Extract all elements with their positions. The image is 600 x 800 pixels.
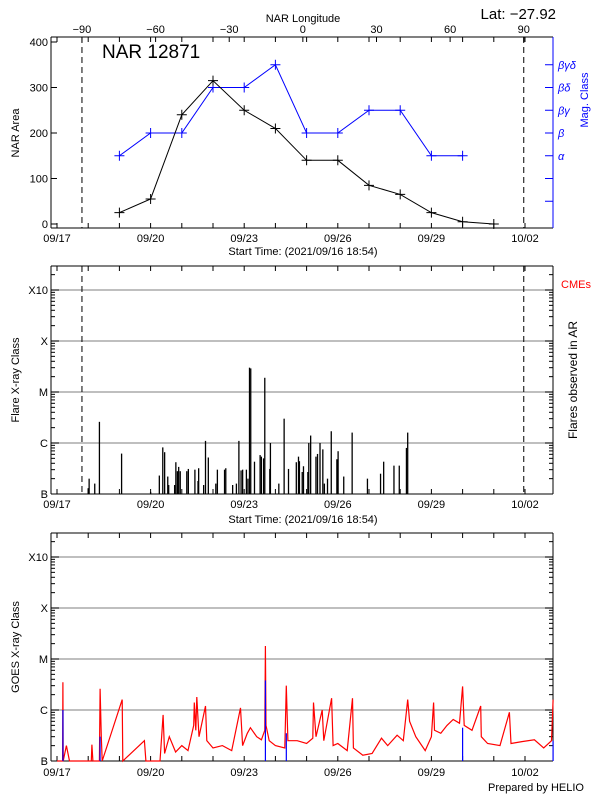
mag-class-point [145, 128, 156, 138]
x-tick-label: 10/02 [511, 233, 539, 245]
area-point [301, 155, 312, 166]
top-tick-label: 0 [300, 24, 306, 36]
goes-long-channel-line [57, 645, 554, 763]
x-tick-label: 09/26 [324, 499, 352, 511]
top-tick-label: 60 [444, 24, 456, 36]
y-tick-label: 400 [30, 37, 48, 49]
goes-panel: GOES X-ray Class Prepared by HELIO B C M X X… [10, 532, 584, 794]
y2-axis-label: Mag. Class [579, 72, 591, 128]
x-tick-label: 09/29 [418, 767, 446, 779]
mag-class-point [332, 128, 343, 138]
top-tick-label: −30 [220, 24, 239, 36]
mag-class-point [364, 105, 374, 116]
y-tick-label: X10 [28, 552, 48, 564]
x-axis-label: Start Time: (2021/09/16 18:54) [228, 514, 377, 526]
area-point [145, 193, 156, 204]
flare-class-panel: Start Time: (2021/09/16 18:54) Flare X-r… [10, 265, 591, 526]
x-tick-label: 09/26 [324, 233, 352, 245]
area-point [395, 189, 406, 200]
mag-class-point [176, 128, 187, 138]
y2-axis-label: Flares observed in AR [566, 321, 580, 439]
x-tick-label: 09/20 [137, 767, 165, 779]
top-tick-label: −60 [146, 24, 165, 36]
area-point [332, 155, 343, 166]
y-tick-label: 300 [30, 83, 48, 95]
y2-tick-label: βγδ [557, 60, 577, 72]
latitude-annotation: Lat: −27.92 [481, 6, 556, 23]
x-tick-label: 09/29 [418, 499, 446, 511]
x-tick-label: 09/17 [43, 233, 71, 245]
x-tick-label: 09/23 [230, 767, 258, 779]
mag-class-point [239, 82, 250, 93]
mag-class-point [301, 128, 312, 138]
top-axis-label: NAR Longitude [266, 13, 341, 25]
x-tick-label: 09/29 [418, 233, 446, 245]
x-tick-label: 09/26 [324, 767, 352, 779]
x-axis-label: Start Time: (2021/09/16 18:54) [228, 246, 377, 258]
y-tick-label: 0 [42, 219, 48, 231]
area-point [270, 123, 281, 134]
area-point [176, 109, 187, 120]
area-point [457, 216, 468, 227]
x-tick-label: 09/17 [43, 499, 71, 511]
mag-class-line [119, 63, 463, 157]
mag-class-point [457, 150, 468, 161]
y-tick-label: B [41, 756, 48, 768]
y-axis-label: GOES X-ray Class [10, 601, 22, 693]
x-tick-label: 09/20 [137, 233, 165, 245]
top-tick-label: 90 [518, 24, 530, 36]
x-tick-label: 09/23 [230, 499, 258, 511]
y-tick-label: B [41, 489, 48, 501]
x-tick-label: 09/23 [230, 233, 258, 245]
mag-class-point [114, 150, 125, 161]
y-tick-label: C [40, 438, 48, 450]
x-tick-label: 10/02 [511, 767, 539, 779]
x-tick-label: 09/17 [43, 767, 71, 779]
region-title: NAR 12871 [102, 42, 200, 63]
y2-tick-label: α [558, 151, 565, 163]
y2-tick-label: βδ [557, 83, 571, 95]
mag-class-point [395, 105, 406, 116]
area-point [239, 105, 250, 116]
area-line [119, 79, 494, 225]
x-tick-label: 09/20 [137, 499, 165, 511]
nar-area-panel: NAR Longitude Lat: −27.92 NAR 12871 Star… [10, 6, 591, 258]
y-tick-label: M [39, 387, 48, 399]
area-point [364, 180, 374, 191]
y-axis-label: Flare X-ray Class [10, 337, 22, 422]
y-tick-label: 100 [30, 174, 48, 186]
y2-tick-label: βγ [557, 105, 571, 117]
y-tick-label: X10 [28, 285, 48, 297]
y-tick-label: X [41, 603, 49, 615]
area-point [488, 219, 499, 229]
area-point [208, 75, 218, 86]
cme-label: CMEs [561, 279, 591, 291]
area-point [114, 207, 125, 218]
y2-tick-label: β [557, 128, 565, 140]
y-tick-label: X [41, 336, 49, 348]
y-tick-label: M [39, 654, 48, 666]
mag-class-point [270, 59, 281, 70]
footer-credit: Prepared by HELIO [488, 782, 584, 794]
y-tick-label: 200 [30, 128, 48, 140]
area-point [426, 207, 437, 218]
x-tick-label: 10/02 [511, 499, 539, 511]
y-axis-label: NAR Area [10, 108, 22, 158]
y-tick-label: C [40, 705, 48, 717]
top-tick-label: −90 [73, 24, 92, 36]
mag-class-point [426, 150, 437, 161]
top-tick-label: 30 [370, 24, 382, 36]
